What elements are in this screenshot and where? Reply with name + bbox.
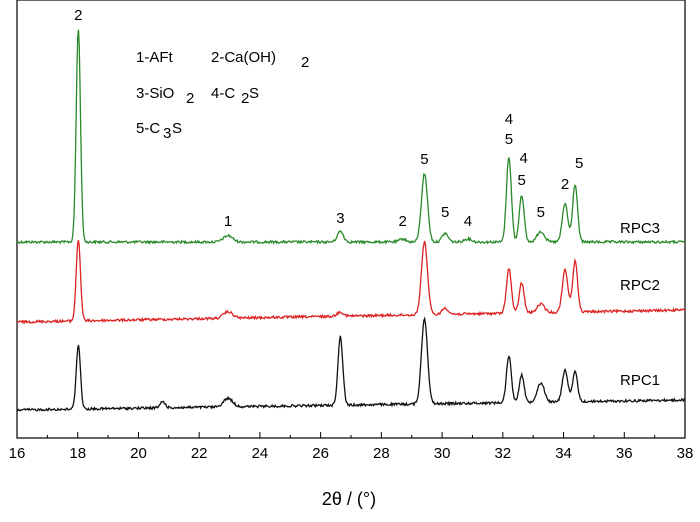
series-labels: RPC3 RPC2 RPC1	[620, 220, 660, 389]
legend-entry: S	[172, 120, 182, 137]
series-label-rpc3: RPC3	[620, 220, 660, 237]
legend-subscript: 2	[186, 90, 194, 107]
x-tick-label: 26	[312, 445, 329, 462]
series-traces	[16, 29, 686, 412]
x-tick-label: 24	[252, 445, 269, 462]
x-axis-title: 2θ / (°)	[322, 489, 376, 509]
legend-entry: S	[249, 85, 259, 102]
series-label-rpc1: RPC1	[620, 372, 660, 389]
x-axis-ticks: 16 18 20 22 24 26 28 30 32 34 36 38	[9, 432, 694, 462]
legend-entry: 5-C	[136, 120, 160, 137]
x-tick-label: 28	[373, 445, 390, 462]
legend-entry: 4-C	[211, 85, 235, 102]
x-tick-label: 36	[616, 445, 633, 462]
x-tick-label: 30	[434, 445, 451, 462]
peak-label: 5	[517, 172, 525, 189]
peak-label: 5	[575, 155, 583, 172]
peak-label: 5	[505, 131, 513, 148]
series-line-rpc2	[16, 240, 686, 325]
legend-entry: 1-AFt	[136, 49, 174, 66]
peak-label: 4	[519, 150, 527, 167]
legend-entry: 2-Ca(OH)	[211, 49, 276, 66]
peak-label: 5	[441, 204, 449, 221]
phase-legend: 1-AFt 2-Ca(OH) 23-SiO 2 4-C 2 S5-C 3 S	[136, 49, 309, 142]
x-tick-label: 38	[677, 445, 694, 462]
x-tick-label: 22	[191, 445, 208, 462]
peak-label: 4	[464, 213, 472, 230]
x-tick-label: 18	[69, 445, 86, 462]
x-tick-label: 20	[130, 445, 147, 462]
legend-subscript: 2	[301, 54, 309, 71]
peak-label: 2	[74, 7, 82, 24]
series-line-rpc3	[16, 29, 686, 245]
peak-label: 3	[336, 210, 344, 227]
legend-subscript: 3	[163, 125, 171, 142]
legend-entry: 3-SiO	[136, 85, 174, 102]
series-line-rpc1	[16, 316, 686, 412]
plot-frame	[16, 0, 686, 439]
peak-label: 5	[537, 204, 545, 221]
peak-label: 2	[561, 176, 569, 193]
x-tick-label: 32	[494, 445, 511, 462]
peak-label: 2	[398, 213, 406, 230]
peak-label: 5	[420, 151, 428, 168]
peak-label: 1	[224, 213, 232, 230]
x-tick-label: 34	[555, 445, 572, 462]
series-label-rpc2: RPC2	[620, 277, 660, 294]
peak-label: 4	[505, 111, 513, 128]
x-tick-label: 16	[9, 445, 26, 462]
legend-subscript: 2	[241, 90, 249, 107]
